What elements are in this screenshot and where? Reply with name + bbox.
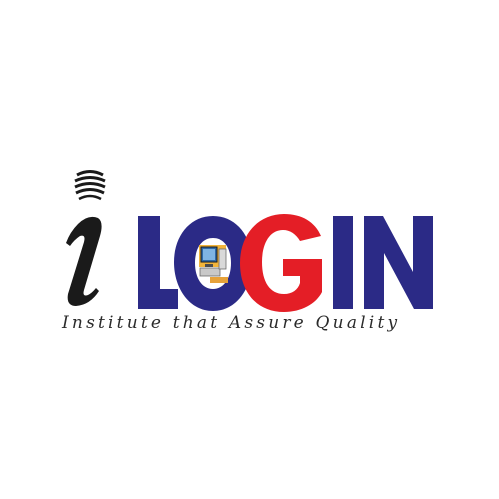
letter-I [333, 216, 353, 309]
globe-icon [74, 170, 106, 203]
tagline: Institute that Assure Quality [62, 313, 401, 333]
computer-icon [199, 245, 228, 283]
letter-L [138, 216, 178, 309]
letter-i [66, 216, 102, 306]
letter-G [240, 214, 322, 312]
letter-O [174, 216, 252, 311]
letter-N [364, 216, 433, 309]
